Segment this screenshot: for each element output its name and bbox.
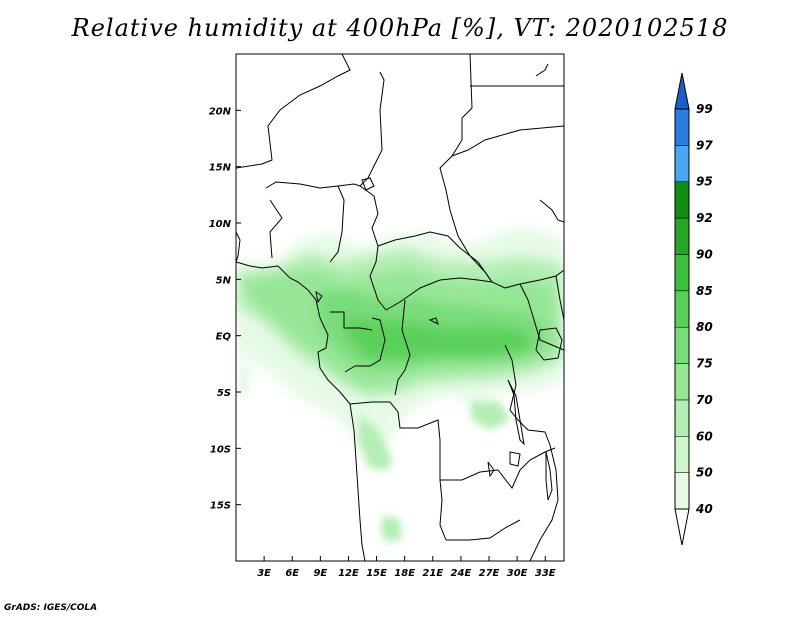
colorbar-label: 75 (696, 357, 713, 371)
colorbar-segment (674, 472, 690, 510)
humidity-spot-far-south (380, 515, 402, 542)
lon-tick-label: 33E (535, 568, 556, 579)
lat-tick-label: 10S (210, 444, 231, 455)
lon-tick-label: 27E (479, 568, 500, 579)
lat-tick-label: 15S (210, 501, 231, 512)
humidity-band-85 (345, 318, 530, 360)
lake-victoria (535, 327, 563, 361)
country-borders (236, 54, 564, 561)
colorbar-label: 50 (696, 466, 713, 480)
lake-malawi (545, 451, 553, 501)
colorbar-label: 99 (696, 102, 713, 116)
colorbar-label: 95 (696, 175, 713, 189)
colorbar-low-triangle (674, 508, 690, 546)
lon-tick-label: 15E (366, 568, 387, 579)
lat-tick-label: EQ (216, 332, 232, 343)
colorbar-segment (674, 181, 690, 219)
lat-tick-label: 20N (209, 106, 232, 117)
lake-chad (361, 177, 375, 191)
lon-tick-label: 12E (338, 568, 359, 579)
colorbar-label: 40 (695, 502, 713, 516)
colorbar: 40 50 60 70 75 80 85 90 92 95 97 99 (674, 72, 713, 546)
lon-tick-label: 21E (422, 568, 443, 579)
map-frame (235, 53, 565, 562)
lat-tick-label: 10N (209, 219, 232, 230)
lon-tick-label: 9E (313, 568, 327, 579)
colorbar-segment (674, 254, 690, 292)
colorbar-outline (674, 108, 690, 510)
credit-text: GrADS: IGES/COLA (4, 603, 98, 613)
colorbar-label: 85 (696, 284, 713, 298)
colorbar-high-triangle (674, 72, 690, 110)
humidity-field (236, 228, 564, 542)
humidity-spot-sea (238, 360, 252, 395)
colorbar-label: 70 (696, 393, 713, 407)
colorbar-label: 90 (696, 247, 713, 261)
lake-tanganyika (507, 379, 525, 446)
colorbar-label: 60 (696, 429, 713, 443)
colorbar-segment (674, 326, 690, 364)
lon-axis: 3E 6E 9E 12E 15E 18E 21E 24E 27E 30E 33E (257, 556, 556, 579)
lon-tick-label: 3E (257, 568, 271, 579)
colorbar-segment (674, 145, 690, 182)
colorbar-segment (674, 399, 690, 437)
lat-axis: 20N 15N 10N 5N EQ 5S 10S 15S (209, 106, 241, 512)
humidity-spot-east (470, 400, 510, 430)
lon-tick-label: 18E (394, 568, 415, 579)
colorbar-segment (674, 217, 690, 255)
lat-tick-label: 15N (209, 163, 232, 174)
colorbar-label: 92 (696, 211, 713, 225)
colorbar-segment (674, 436, 690, 473)
lat-tick-label: 5N (216, 275, 232, 286)
colorbar-segment (674, 108, 690, 146)
lon-tick-label: 6E (285, 568, 299, 579)
colorbar-segment (674, 363, 690, 401)
humidity-spot-south (358, 415, 392, 470)
lakes (315, 177, 563, 501)
colorbar-segment (674, 290, 690, 328)
lon-tick-label: 24E (451, 568, 472, 579)
colorbar-label: 80 (696, 320, 713, 334)
chart-title: Relative humidity at 400hPa [%], VT: 202… (71, 14, 729, 42)
lat-tick-label: 5S (217, 388, 231, 399)
colorbar-label: 97 (696, 138, 713, 152)
lon-tick-label: 30E (507, 568, 528, 579)
